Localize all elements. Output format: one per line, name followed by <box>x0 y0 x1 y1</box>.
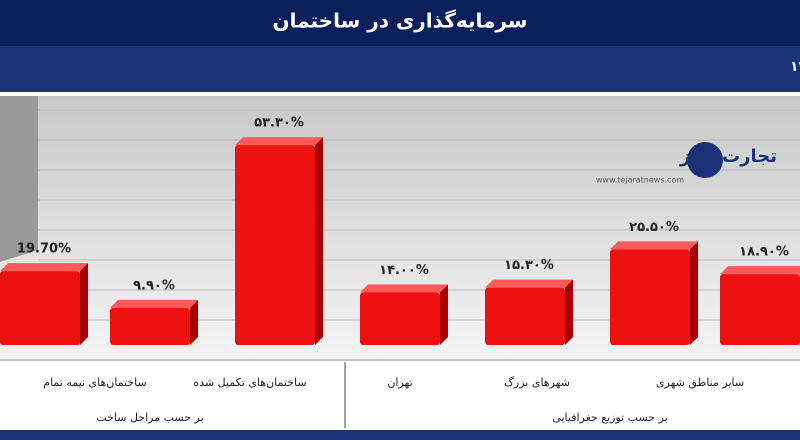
value-label: ۲۵.۵۰% <box>629 220 679 235</box>
bar-top <box>360 284 448 293</box>
bar-top <box>720 266 800 275</box>
x-tick-label: تهران <box>387 376 412 389</box>
subtitle-band <box>0 46 800 92</box>
x-tick-label: ساختمان‌های تکمیل شده <box>193 376 306 389</box>
bar <box>610 249 690 345</box>
bar-top <box>485 279 573 288</box>
watermark-brand: تجارت نیوز <box>679 146 777 167</box>
footer-band <box>0 430 800 440</box>
logo-icon <box>687 142 723 178</box>
bar-side <box>565 279 573 345</box>
group-label: بر حسب توزیع جغرافیایی <box>552 411 667 424</box>
value-label: 19.70% <box>17 242 71 257</box>
chart-title: سرمایه‌گذاری در ساختمان <box>273 9 528 33</box>
bar-top <box>0 263 88 272</box>
bar-top <box>110 299 198 308</box>
value-label: ۱۵.۳۰% <box>504 258 554 273</box>
x-tick-label: سایر مناطق شهری <box>656 376 744 390</box>
bar <box>360 292 440 345</box>
value-label: ۱۴.۰۰% <box>379 263 429 278</box>
group-label: بر حسب مراحل ساخت <box>96 411 203 424</box>
title-band <box>0 0 800 46</box>
x-tick-label: ساختمان‌های نیمه تمام <box>43 376 146 389</box>
bar <box>110 307 190 345</box>
bar-side <box>80 263 88 345</box>
watermark: تجارت نیوز www.tejaratnews.com <box>596 142 777 185</box>
bar-top <box>235 137 323 146</box>
side-wall <box>0 96 38 262</box>
watermark-url: www.tejaratnews.com <box>596 176 684 185</box>
bar <box>720 274 800 345</box>
value-label: ۵۳.۳۰% <box>254 116 304 131</box>
bar <box>485 287 565 345</box>
bar-side <box>315 137 323 345</box>
bar-top <box>610 241 698 250</box>
bar <box>0 271 80 345</box>
chart-subtitle: شد سرمایه‌گذاری خصوصی در ساختمان‌های جدی… <box>790 58 800 75</box>
bar <box>235 145 315 345</box>
bar-side <box>190 299 198 345</box>
bar-side <box>440 284 448 345</box>
x-tick-label: شهرهای بزرگ <box>504 376 570 389</box>
value-label: ۱۸.۹۰% <box>739 245 789 260</box>
value-label: ۹.۹۰% <box>133 278 175 293</box>
bar-side <box>690 241 698 345</box>
